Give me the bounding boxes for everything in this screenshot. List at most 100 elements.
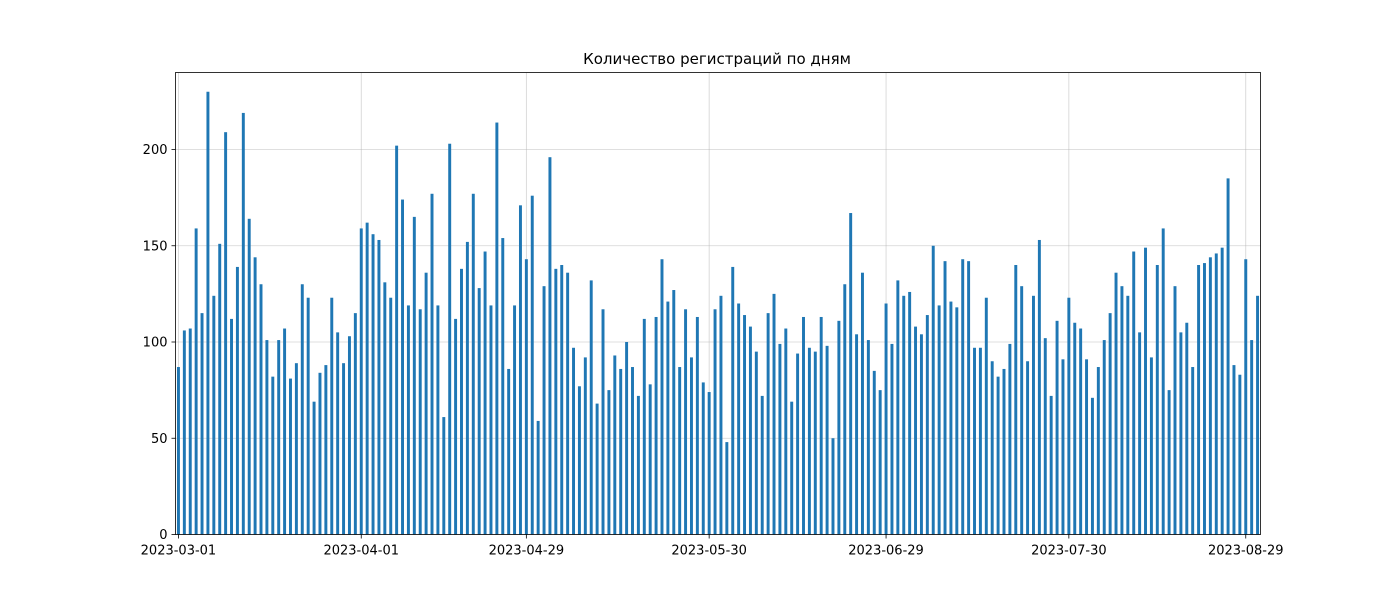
bar: [560, 265, 564, 535]
bar: [766, 313, 770, 535]
bar: [477, 288, 481, 535]
bar: [860, 272, 864, 535]
bar: [1090, 397, 1094, 535]
bar: [748, 326, 752, 535]
bar: [336, 332, 340, 535]
x-tick-label: 2023-03-01: [141, 544, 217, 559]
bar: [731, 266, 735, 535]
bar: [176, 367, 180, 535]
bar: [943, 261, 947, 535]
bar: [1220, 247, 1224, 535]
bar: [424, 272, 428, 535]
bar: [277, 340, 281, 535]
bar: [1244, 259, 1248, 535]
bar: [548, 157, 552, 535]
bars: [176, 91, 1260, 535]
bar: [1149, 357, 1153, 535]
bar: [1114, 272, 1118, 535]
bar: [442, 417, 446, 535]
bar: [342, 363, 346, 535]
bar: [465, 241, 469, 535]
bar: [489, 305, 493, 535]
bar: [849, 213, 853, 535]
axes: 0 50 100 150 200 2023-03-01 2023-04-01 2023-04-…: [141, 143, 1284, 559]
bar: [743, 315, 747, 535]
bar: [401, 199, 404, 535]
bar: [825, 345, 829, 535]
bar: [1191, 367, 1195, 535]
bar: [294, 363, 298, 535]
bar: [1256, 295, 1260, 535]
bar: [1032, 295, 1035, 535]
bar: [1155, 265, 1159, 535]
bar: [471, 193, 475, 535]
bar: [778, 343, 782, 535]
bar: [1008, 343, 1012, 535]
bar: [937, 305, 941, 535]
bar: [955, 307, 959, 535]
y-tick-label: 200: [143, 143, 168, 158]
bar: [224, 132, 228, 535]
bar: [212, 295, 216, 535]
bar: [625, 342, 629, 535]
bar: [377, 239, 381, 535]
bar: [984, 297, 988, 535]
bar: [990, 361, 994, 535]
bar: [919, 334, 923, 535]
bar: [619, 368, 623, 535]
bar: [436, 305, 440, 535]
bar: [807, 347, 811, 535]
bar: [1226, 178, 1230, 535]
bar: [654, 316, 658, 535]
bar: [819, 316, 823, 535]
bar: [230, 318, 233, 535]
bar: [1214, 253, 1218, 535]
bar: [300, 284, 304, 535]
bar: [672, 290, 676, 535]
bar: [530, 195, 534, 535]
bar: [572, 347, 576, 535]
x-tick-label: 2023-04-01: [323, 544, 399, 559]
bar: [1067, 297, 1071, 535]
x-tick-label: 2023-07-30: [1031, 544, 1107, 559]
bar: [648, 384, 652, 535]
bar: [536, 420, 540, 535]
bar: [666, 301, 670, 535]
bar: [312, 401, 316, 535]
bar: [524, 259, 528, 535]
bar: [1020, 286, 1024, 535]
bar: [495, 122, 499, 535]
y-tick-label: 150: [143, 239, 168, 254]
bar: [583, 357, 587, 535]
bar: [902, 295, 906, 535]
bar: [784, 328, 788, 535]
bar: [566, 272, 570, 535]
bar: [448, 143, 452, 535]
bar: [725, 442, 729, 535]
x-tick-label: 2023-08-29: [1208, 544, 1284, 559]
bar: [218, 243, 222, 535]
bar: [973, 347, 976, 535]
bar: [1185, 322, 1189, 535]
bar: [1167, 390, 1171, 535]
bar: [259, 284, 263, 535]
bar: [1120, 286, 1124, 535]
bar: [383, 282, 387, 535]
bar: [513, 305, 517, 535]
bar: [689, 357, 693, 535]
bar: [961, 259, 965, 535]
bar: [719, 295, 723, 535]
bar: [324, 365, 328, 535]
bar: [872, 370, 876, 535]
bar: [914, 326, 918, 535]
bar: [1102, 340, 1106, 535]
bar: [601, 309, 605, 535]
bar: [430, 193, 434, 535]
y-tick-label: 50: [151, 432, 168, 447]
bar: [1061, 359, 1065, 535]
bar: [542, 286, 546, 535]
bar: [831, 438, 835, 535]
bar: [1197, 265, 1201, 535]
bar: [896, 280, 900, 535]
